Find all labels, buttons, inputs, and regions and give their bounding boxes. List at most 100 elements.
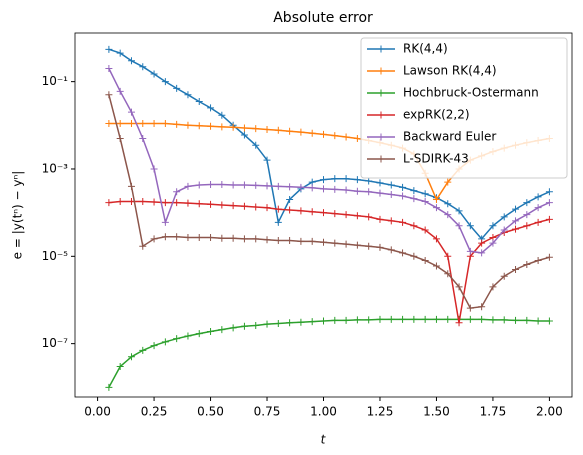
legend-label: L-SDIRK-43 [403,152,469,166]
point-marker [116,87,124,95]
point-marker [229,324,237,332]
point-marker [432,262,440,270]
point-marker [331,175,339,183]
point-marker [410,252,418,260]
legend-marker [377,133,385,141]
point-marker [274,205,282,213]
point-marker [512,205,520,213]
point-marker [444,315,452,323]
point-marker [421,226,429,234]
point-marker [489,316,497,324]
point-marker [297,318,305,326]
point-marker [320,317,327,325]
point-marker [500,226,508,234]
point-marker [444,211,452,219]
point-marker [195,98,203,106]
point-marker [150,165,158,173]
point-marker [320,130,327,138]
x-tick-label: 0.75 [254,405,281,419]
point-marker [286,127,294,135]
point-marker [421,315,429,323]
point-marker [489,283,497,291]
point-marker [466,304,474,312]
point-marker [195,330,203,338]
point-marker [161,78,169,86]
point-marker [173,188,181,196]
point-marker [410,222,418,230]
point-marker [466,315,474,323]
point-marker [342,133,350,141]
y-tick-label: 10⁻³ [42,161,69,175]
point-marker [478,303,486,311]
x-axis-label: t [321,433,327,447]
point-marker [500,316,508,324]
point-marker [342,211,350,219]
point-marker [263,126,271,134]
series-line [108,318,550,388]
point-marker [240,124,248,132]
point-marker [207,200,215,208]
point-marker [455,207,463,215]
point-marker [455,319,463,327]
point-marker [116,120,124,128]
legend-box [360,37,568,179]
point-marker [523,199,531,207]
point-marker [478,249,486,257]
point-marker [320,209,327,217]
point-marker [365,177,373,185]
point-marker [320,185,327,193]
point-marker [229,202,237,210]
point-marker [432,235,440,243]
point-marker [207,104,215,112]
point-marker [410,315,418,323]
point-marker [139,63,147,71]
point-marker [184,199,192,207]
point-marker [252,322,260,330]
point-marker [195,233,203,241]
point-marker [184,91,192,99]
point-marker [229,181,237,189]
point-marker [399,192,407,200]
point-marker [399,315,407,323]
point-marker [105,383,113,391]
point-marker [297,207,305,215]
point-marker [161,218,169,226]
point-marker [478,239,486,247]
point-marker [286,237,294,245]
point-marker [150,198,158,206]
point-marker [376,315,384,323]
point-marker [252,125,260,133]
point-marker [263,156,271,164]
point-marker [466,222,474,230]
point-marker [500,213,508,221]
point-marker [455,222,463,230]
legend-label: Backward Euler [403,130,496,144]
point-marker [297,128,305,136]
point-marker [444,270,452,278]
x-tick-label: 1.75 [480,405,507,419]
point-marker [387,217,395,225]
point-marker [331,316,339,324]
point-marker [150,235,158,243]
point-marker [229,123,237,131]
point-marker [308,184,316,192]
point-marker [127,108,135,116]
legend-marker [377,67,385,75]
point-marker [387,246,395,254]
point-marker [421,257,429,265]
point-marker [353,187,361,195]
point-marker [365,242,373,250]
x-tick-label: 1.25 [367,405,394,419]
point-marker [308,208,316,216]
series-line [108,94,550,309]
point-marker [161,233,169,241]
point-marker [286,183,294,191]
point-marker [444,178,452,186]
point-marker [218,326,226,334]
point-marker [432,195,440,203]
legend-label: Lawson RK(4,4) [403,64,497,78]
point-marker [105,199,113,207]
point-marker [173,84,181,92]
point-marker [534,218,542,226]
